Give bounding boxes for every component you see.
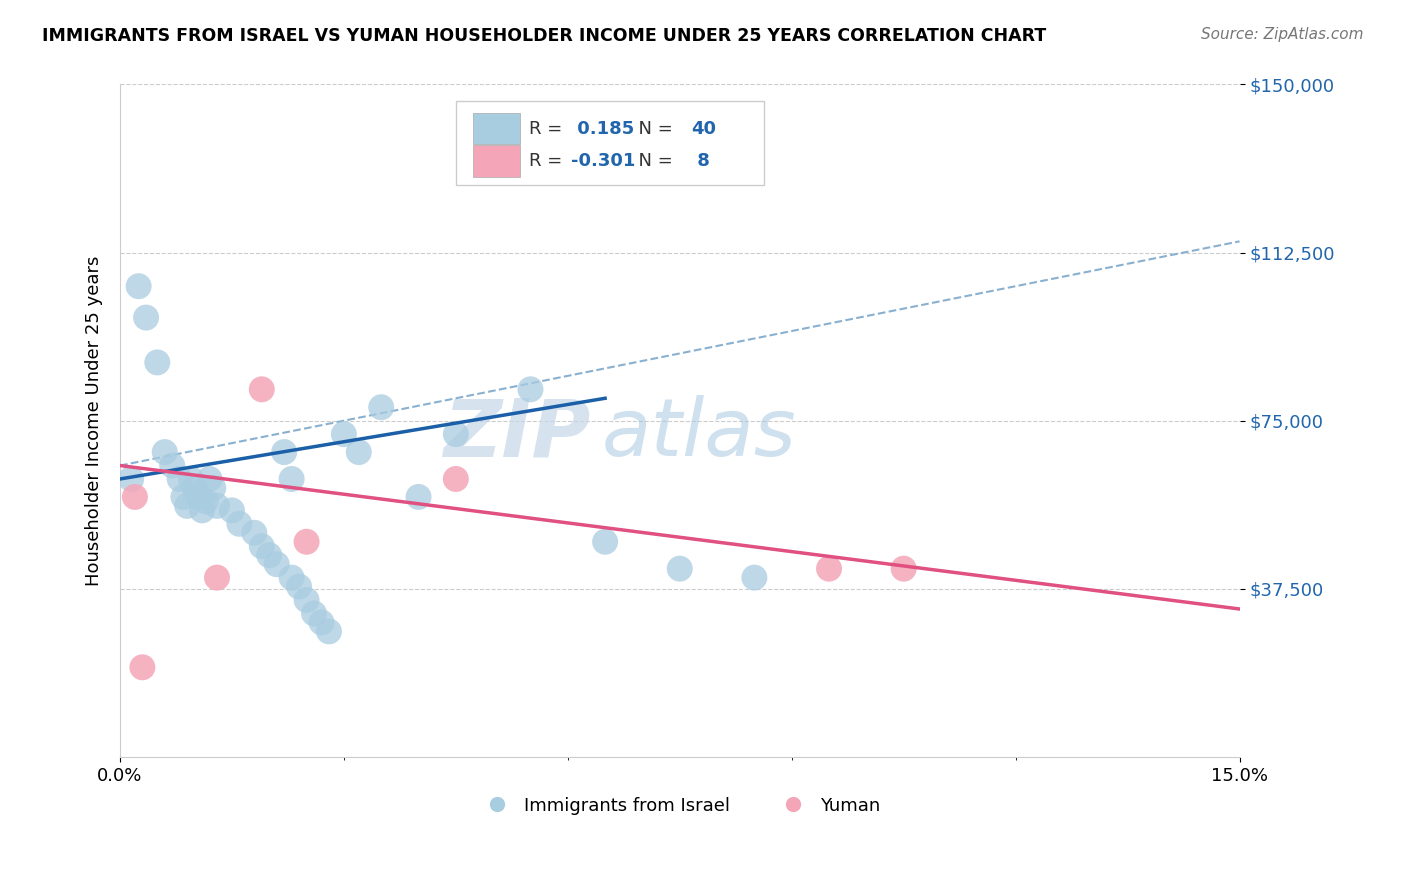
FancyBboxPatch shape: [472, 145, 520, 177]
Point: [120, 472, 142, 486]
Point: [172, 490, 194, 504]
Point: [169, 472, 191, 486]
Point: [194, 494, 217, 508]
Point: [444, 472, 467, 486]
Point: [818, 562, 841, 576]
Point: [205, 499, 228, 513]
Point: [288, 580, 311, 594]
Point: [302, 607, 325, 621]
Point: [347, 445, 370, 459]
Point: [146, 355, 169, 369]
Point: [893, 562, 915, 576]
Point: [370, 401, 392, 415]
Point: [295, 534, 318, 549]
Text: 0.185: 0.185: [571, 120, 634, 138]
Point: [444, 427, 467, 442]
FancyBboxPatch shape: [472, 112, 520, 145]
Point: [153, 445, 176, 459]
Point: [198, 472, 221, 486]
Text: 8: 8: [690, 153, 710, 170]
Point: [295, 593, 318, 607]
Point: [280, 472, 302, 486]
Point: [250, 539, 273, 553]
Text: IMMIGRANTS FROM ISRAEL VS YUMAN HOUSEHOLDER INCOME UNDER 25 YEARS CORRELATION CH: IMMIGRANTS FROM ISRAEL VS YUMAN HOUSEHOL…: [42, 27, 1046, 45]
Point: [183, 481, 205, 495]
Point: [160, 458, 183, 473]
Point: [243, 525, 266, 540]
Text: Source: ZipAtlas.com: Source: ZipAtlas.com: [1201, 27, 1364, 42]
Point: [187, 490, 209, 504]
Point: [273, 445, 295, 459]
Point: [191, 503, 214, 517]
FancyBboxPatch shape: [456, 102, 763, 186]
Point: [128, 279, 150, 293]
Text: -0.301: -0.301: [571, 153, 636, 170]
Legend: Immigrants from Israel, Yuman: Immigrants from Israel, Yuman: [471, 789, 887, 822]
Point: [744, 571, 766, 585]
Point: [131, 660, 153, 674]
Point: [205, 571, 228, 585]
Point: [311, 615, 333, 630]
Point: [318, 624, 340, 639]
Text: atlas: atlas: [602, 395, 796, 473]
Text: N =: N =: [627, 120, 679, 138]
Point: [280, 571, 302, 585]
Text: ZIP: ZIP: [443, 395, 591, 473]
Point: [593, 534, 616, 549]
Text: N =: N =: [627, 153, 679, 170]
Text: R =: R =: [529, 153, 568, 170]
Text: 40: 40: [690, 120, 716, 138]
Point: [228, 516, 250, 531]
Text: R =: R =: [529, 120, 568, 138]
Point: [257, 548, 280, 562]
Y-axis label: Householder Income Under 25 years: Householder Income Under 25 years: [86, 255, 103, 586]
Point: [333, 427, 356, 442]
Point: [176, 499, 198, 513]
Point: [135, 310, 157, 325]
Point: [250, 382, 273, 396]
Point: [221, 503, 243, 517]
Point: [180, 472, 202, 486]
Point: [519, 382, 541, 396]
Point: [266, 557, 288, 571]
Point: [202, 481, 225, 495]
Point: [408, 490, 430, 504]
Point: [124, 490, 146, 504]
Point: [668, 562, 690, 576]
